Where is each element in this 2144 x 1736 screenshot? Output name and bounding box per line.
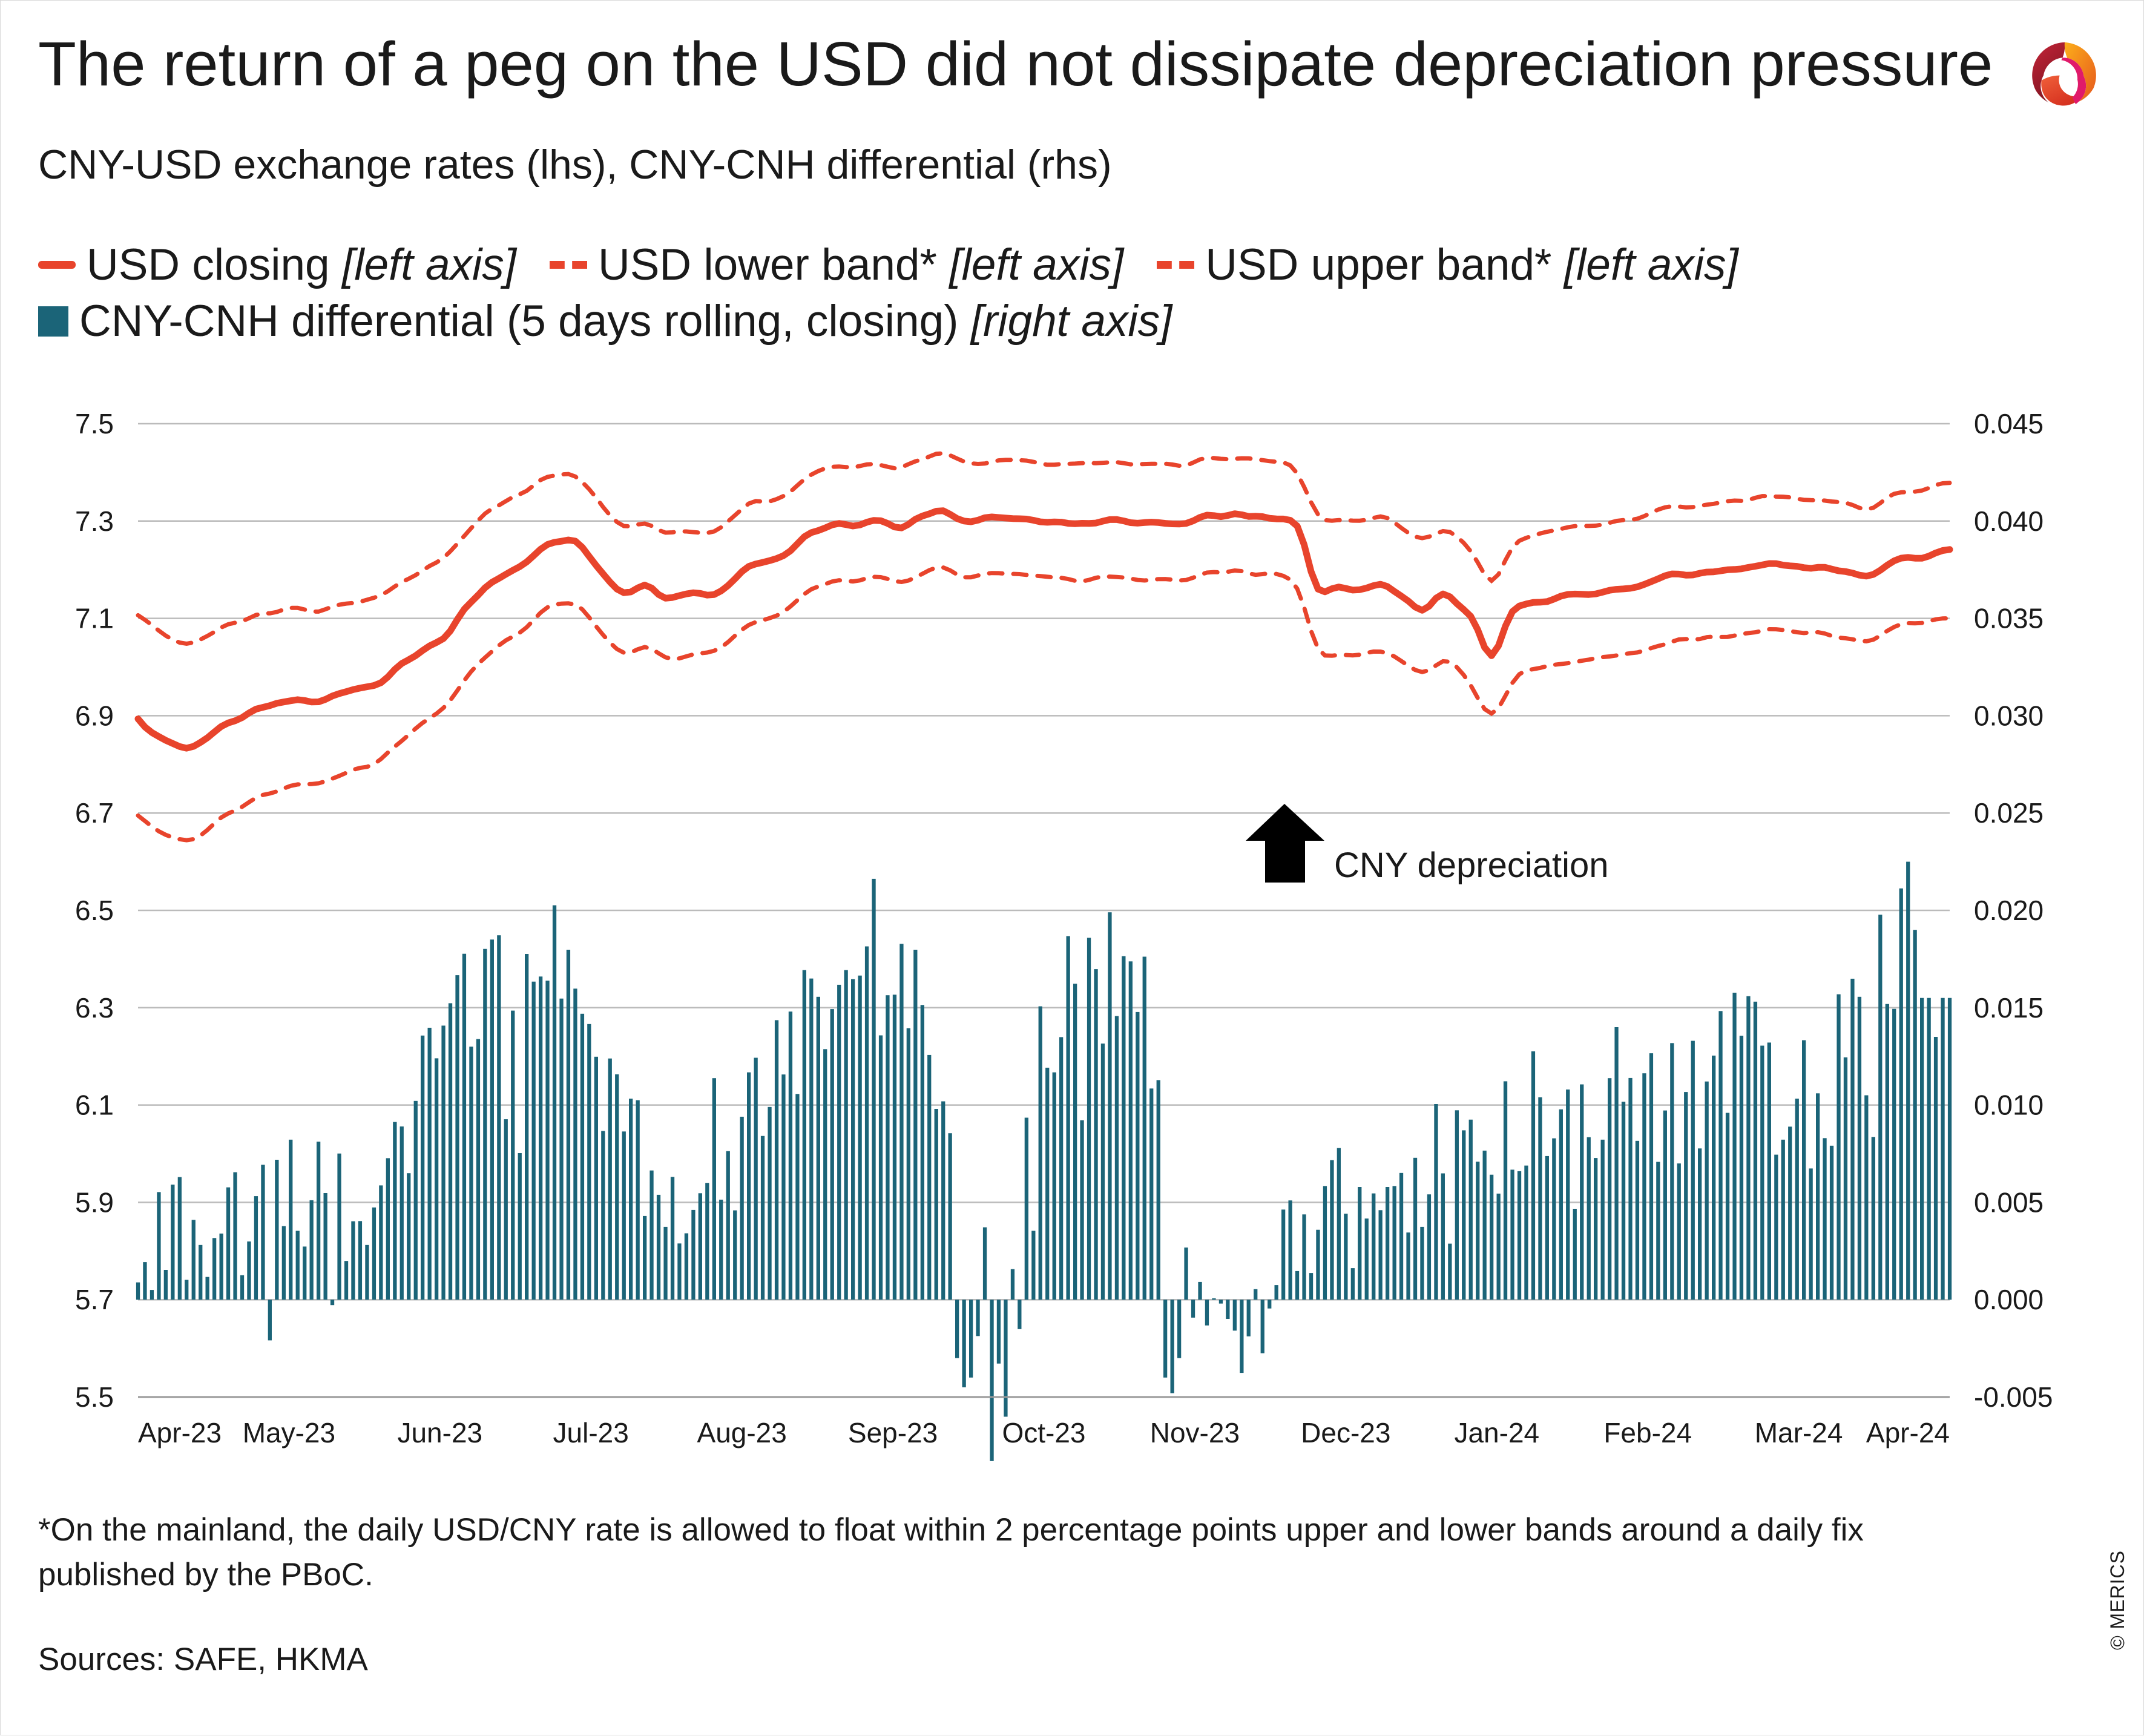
svg-text:Mar-24: Mar-24 xyxy=(1755,1417,1843,1448)
svg-text:0.035: 0.035 xyxy=(1974,603,2044,634)
svg-text:0.025: 0.025 xyxy=(1974,797,2044,829)
svg-text:Sep-23: Sep-23 xyxy=(848,1417,938,1448)
svg-text:0.005: 0.005 xyxy=(1974,1186,2044,1218)
svg-text:0.030: 0.030 xyxy=(1974,700,2044,731)
svg-text:7.1: 7.1 xyxy=(75,603,114,634)
svg-text:Feb-24: Feb-24 xyxy=(1603,1417,1692,1448)
svg-text:5.9: 5.9 xyxy=(75,1186,114,1218)
svg-text:Jan-24: Jan-24 xyxy=(1454,1417,1539,1448)
svg-text:7.3: 7.3 xyxy=(75,505,114,537)
svg-text:CNY depreciation: CNY depreciation xyxy=(1334,846,1609,885)
svg-text:6.3: 6.3 xyxy=(75,992,114,1024)
svg-text:© MERICS: © MERICS xyxy=(2106,1550,2128,1650)
svg-text:0.010: 0.010 xyxy=(1974,1090,2044,1121)
svg-text:Dec-23: Dec-23 xyxy=(1301,1417,1390,1448)
svg-text:6.5: 6.5 xyxy=(75,895,114,926)
svg-text:Apr-23: Apr-23 xyxy=(138,1417,222,1448)
svg-text:0.020: 0.020 xyxy=(1974,895,2044,926)
svg-text:0.000: 0.000 xyxy=(1974,1284,2044,1315)
svg-text:6.7: 6.7 xyxy=(75,797,114,829)
svg-text:-0.005: -0.005 xyxy=(1974,1381,2053,1413)
svg-text:Apr-24: Apr-24 xyxy=(1866,1417,1950,1448)
svg-text:Oct-23: Oct-23 xyxy=(1002,1417,1085,1448)
svg-text:Aug-23: Aug-23 xyxy=(697,1417,787,1448)
svg-text:6.1: 6.1 xyxy=(75,1090,114,1121)
svg-text:0.015: 0.015 xyxy=(1974,992,2044,1024)
svg-text:May-23: May-23 xyxy=(243,1417,335,1448)
svg-text:Jul-23: Jul-23 xyxy=(553,1417,629,1448)
svg-text:0.040: 0.040 xyxy=(1974,505,2044,537)
svg-text:5.7: 5.7 xyxy=(75,1284,114,1315)
svg-text:Jun-23: Jun-23 xyxy=(397,1417,482,1448)
svg-text:5.5: 5.5 xyxy=(75,1381,114,1413)
svg-text:0.045: 0.045 xyxy=(1974,408,2044,439)
svg-text:6.9: 6.9 xyxy=(75,700,114,731)
svg-text:7.5: 7.5 xyxy=(75,408,114,439)
svg-text:Nov-23: Nov-23 xyxy=(1150,1417,1240,1448)
